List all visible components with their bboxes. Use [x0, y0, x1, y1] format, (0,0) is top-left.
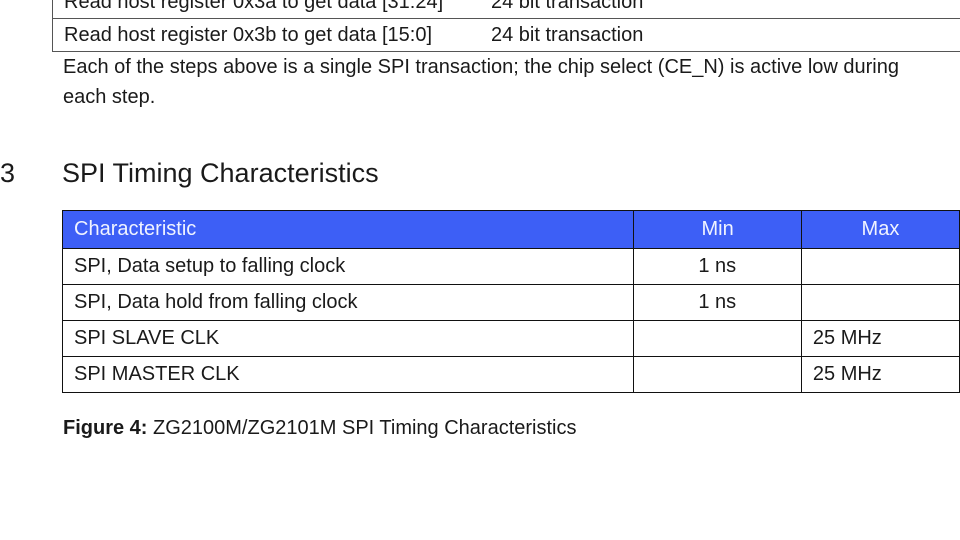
cell-min: 1 ns	[633, 248, 802, 285]
cell-characteristic: SPI, Data hold from falling clock	[61, 284, 635, 321]
previous-steps-table: Read host register 0x3a to get data [31:…	[52, 0, 960, 52]
cell-max: 25 MHz	[800, 356, 960, 393]
timing-table: Characteristic Min Max SPI, Data setup t…	[61, 210, 960, 393]
cell-characteristic: SPI, Data setup to falling clock	[61, 248, 635, 285]
cell-min	[633, 356, 802, 393]
cell-max: 25 MHz	[800, 320, 960, 357]
cell-max	[800, 248, 960, 285]
header-characteristic: Characteristic	[61, 210, 635, 249]
table-row: SPI SLAVE CLK 25 MHz	[61, 320, 960, 357]
table-row: SPI, Data setup to falling clock 1 ns	[61, 248, 960, 285]
cell-max	[800, 284, 960, 321]
cell-characteristic: SPI SLAVE CLK	[61, 320, 635, 357]
step-note: 24 bit transaction	[491, 0, 644, 13]
header-min: Min	[633, 210, 802, 249]
body-paragraph: Each of the steps above is a single SPI …	[63, 56, 899, 108]
step-operation: Read host register 0x3b to get data [15:…	[64, 23, 433, 46]
table-row: SPI MASTER CLK 25 MHz	[61, 356, 960, 393]
section-title: SPI Timing Characteristics	[62, 158, 379, 188]
caption-text: ZG2100M/ZG2101M SPI Timing Characteristi…	[147, 417, 577, 439]
figure-caption: Figure 4: ZG2100M/ZG2101M SPI Timing Cha…	[63, 417, 577, 440]
table-row: Read host register 0x3a to get data [31:…	[52, 0, 960, 19]
header-max: Max	[800, 210, 960, 249]
step-operation: Read host register 0x3a to get data [31:…	[64, 0, 444, 13]
table-row: SPI, Data hold from falling clock 1 ns	[61, 284, 960, 321]
table-row: Read host register 0x3b to get data [15:…	[52, 19, 960, 52]
cell-min	[633, 320, 802, 357]
cell-characteristic: SPI MASTER CLK	[61, 356, 635, 393]
step-note: 24 bit transaction	[491, 23, 644, 46]
cell-min: 1 ns	[633, 284, 802, 321]
section-number: 3	[0, 158, 16, 188]
caption-label: Figure 4:	[63, 417, 148, 439]
table-header-row: Characteristic Min Max	[61, 210, 960, 249]
